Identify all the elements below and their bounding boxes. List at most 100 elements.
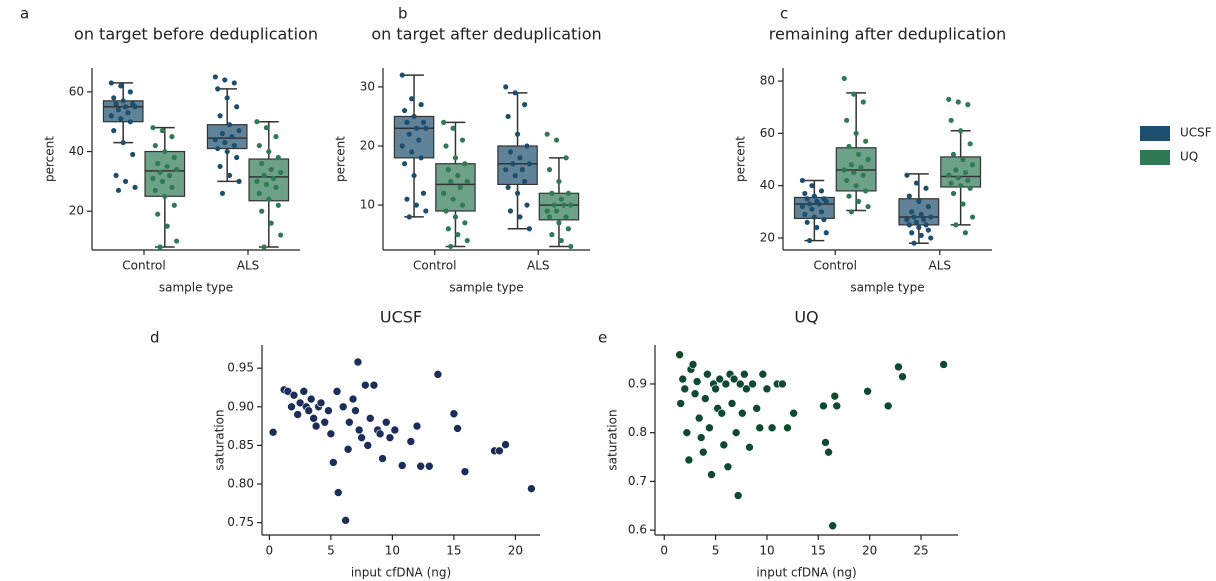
point [266,148,272,155]
point [115,187,122,193]
point [563,214,569,220]
point [851,169,857,176]
point [333,488,343,497]
point [453,424,462,433]
point [259,208,265,214]
point [958,128,964,134]
point [402,161,408,167]
point [684,455,694,465]
point [527,484,536,493]
y-tick-label: 20 [360,139,375,153]
point [501,440,510,449]
chart-title: on target after deduplication [371,25,601,44]
y-tick-label: 20 [69,204,84,218]
point [452,214,459,220]
point [558,196,564,202]
point [338,402,348,412]
panel-label: e [598,329,607,347]
point [953,167,959,173]
point [254,119,260,125]
point [441,119,447,125]
point [748,379,757,389]
point [544,208,550,214]
point [351,406,360,415]
point [343,444,353,454]
point [549,232,555,238]
legend-label: UCSF [1180,126,1212,140]
x-axis-label: sample type [449,281,523,295]
point [365,414,375,423]
point [157,169,163,176]
x-tick-label: 15 [446,544,461,558]
point [174,238,180,244]
point [841,167,847,173]
panel-label: b [398,5,408,23]
point [224,95,230,101]
point [841,75,847,82]
point [409,149,415,155]
point [270,175,277,181]
point [353,357,363,367]
y-tick-label: 0.85 [227,438,254,452]
point [965,102,971,108]
point [171,154,177,161]
point [174,166,180,173]
point [329,458,338,467]
point [818,209,825,215]
point [858,164,864,170]
point [783,423,792,433]
point [503,84,509,90]
point [925,203,931,210]
point [152,187,158,193]
point [811,214,817,220]
point [273,184,279,190]
x-tick-label: 20 [862,544,877,558]
point [816,201,822,207]
point [273,134,279,140]
point [320,417,330,427]
point [433,370,443,379]
point [851,91,857,97]
point [152,142,158,149]
point [546,167,553,173]
point [865,156,871,163]
point [293,410,302,419]
point [236,178,242,184]
point [295,398,305,408]
x-tick-label: 15 [811,544,826,558]
point [512,90,518,96]
point [299,387,309,396]
point [778,379,787,389]
x-axis-label: sample type [850,281,924,295]
point [212,74,218,80]
point [853,130,859,136]
point [802,211,808,218]
point [767,423,777,433]
x-tick-label: 10 [759,544,774,558]
point [928,214,934,220]
point [278,169,284,176]
point [802,190,808,197]
point [848,209,854,215]
point [911,214,917,220]
point [522,102,528,108]
chart-title: UQ [794,308,818,327]
point [171,202,177,208]
point [853,183,859,189]
y-tick-label: 20 [760,230,775,244]
point [457,184,463,190]
point [898,372,907,381]
point [455,232,461,238]
point [678,374,688,384]
point [707,470,716,479]
point [118,116,124,122]
point [289,390,299,400]
point [844,117,850,123]
y-tick-label: 30 [360,79,375,93]
point [164,163,170,170]
point [345,417,354,427]
point [406,214,412,220]
point [863,188,869,194]
point [348,394,358,404]
point [369,380,379,390]
